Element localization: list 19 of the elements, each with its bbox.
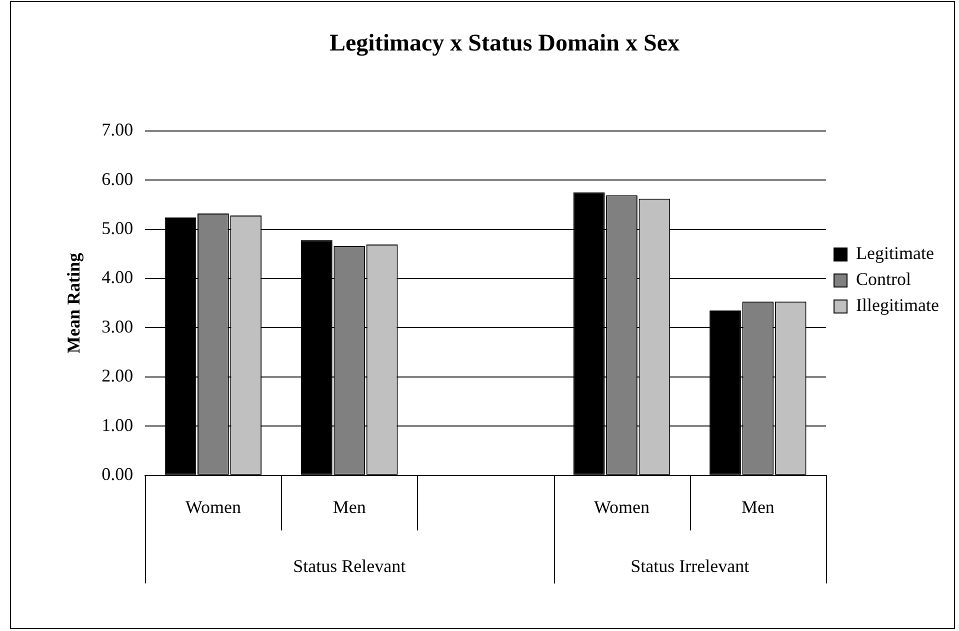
- legend-label: Illegitimate: [856, 295, 940, 316]
- y-tick-label: 6.00: [102, 168, 134, 189]
- legend-label: Legitimate: [856, 243, 934, 264]
- y-tick-label: 3.00: [102, 316, 134, 336]
- text: Status Relevant: [293, 556, 406, 576]
- y-tick-label: 2.00: [102, 366, 134, 386]
- x-tick-label: Women: [185, 496, 241, 517]
- x-tick-label: Men: [741, 496, 774, 517]
- y-axis-title: Mean Rating: [63, 252, 84, 354]
- x-tick-label: Men: [332, 496, 366, 517]
- y-tick-label: 0.00: [102, 464, 134, 484]
- x-tick-label: Women: [594, 496, 650, 517]
- y-tick-label: 7.00: [102, 120, 134, 140]
- legend-label: Control: [856, 269, 912, 290]
- text: Status Irrelevant: [630, 556, 750, 576]
- y-tick-label: 5.00: [102, 218, 134, 238]
- y-tick-label: 4.00: [102, 267, 134, 288]
- chart-title: Legitimacy x Status Domain x Sex: [330, 30, 680, 57]
- y-tick-label: 1.00: [102, 414, 134, 435]
